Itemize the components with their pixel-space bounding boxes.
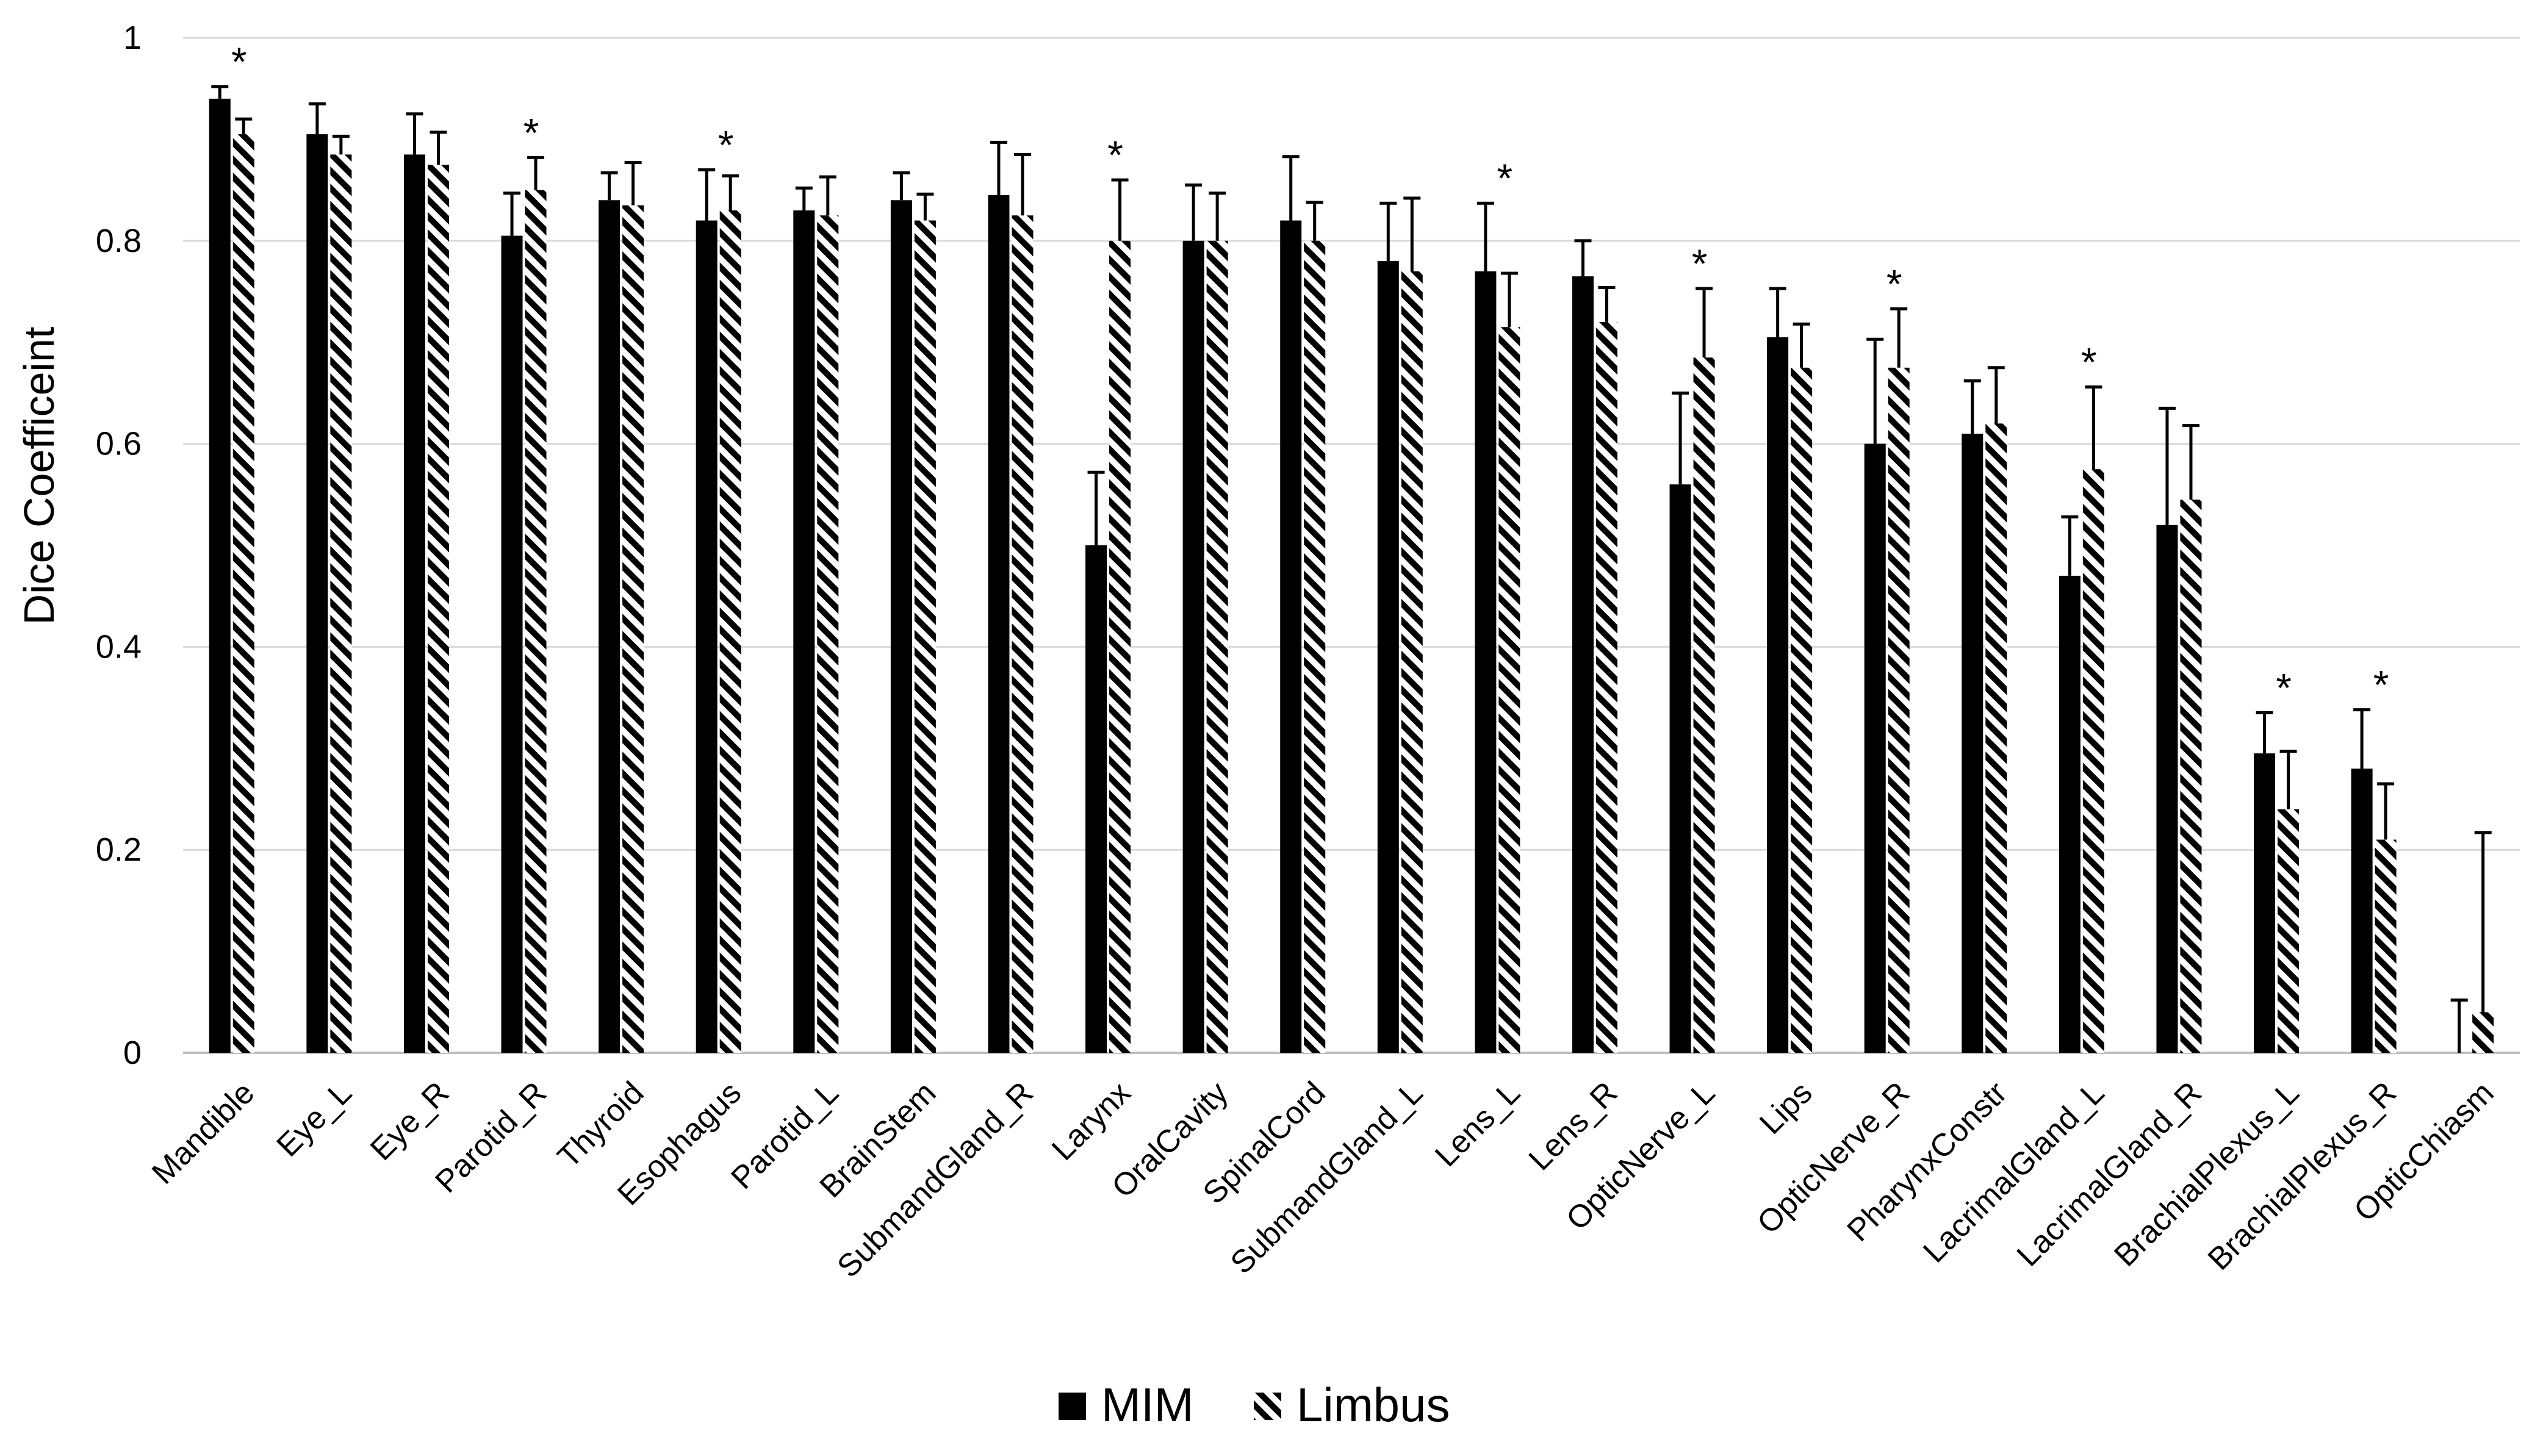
error-bars [211, 85, 2492, 1053]
bar-mim-Mandible [209, 98, 231, 1053]
x-axis-labels: Mandible Eye_L Eye_RParotid_RThyroidEsopha… [145, 1075, 2501, 1285]
bar-limbus-PharynxConstr [1985, 423, 2007, 1053]
y-axis-ticks: 0 0.2 0.4 0.6 0.8 1 [96, 20, 142, 1071]
significance-BrachialPlexus_L: * [2276, 665, 2292, 711]
bar-mim-Parotid_R [501, 235, 523, 1053]
x-tick-label-LacrimalGland_R: LacrimalGland_R [2010, 1075, 2209, 1273]
bar-limbus-Lens_L [1498, 327, 1520, 1053]
y-tick-label: 0.6 [96, 426, 142, 462]
significance-LacrimalGland_L: * [2081, 339, 2097, 384]
significance-Larynx: * [1107, 132, 1123, 178]
bar-limbus-LacrimalGland_L [2082, 469, 2104, 1053]
bar-limbus-BrainStem [914, 220, 936, 1053]
bar-limbus-OralCavity [1206, 240, 1228, 1053]
bar-limbus-OpticChiasm [2472, 1012, 2494, 1053]
bar-mim-LacrimalGland_R [2156, 525, 2178, 1053]
bar-mim-Thyroid [599, 200, 620, 1053]
bar-mim-OpticNerve_L [1669, 484, 1691, 1053]
legend-mim-swatch [1059, 1393, 1086, 1420]
bar-mim-Lens_R [1572, 276, 1594, 1053]
bar-mim-BrachialPlexus_R [2351, 769, 2373, 1053]
bar-limbus-BrachialPlexus_R [2375, 839, 2397, 1053]
bar-mim-Eye_L [306, 134, 328, 1053]
bar-limbus-Esophagus [719, 210, 741, 1053]
bar-limbus-OpticNerve_L [1693, 357, 1715, 1053]
bar-mim-Larynx [1085, 545, 1107, 1053]
bar-mim-LacrimalGland_L [2059, 575, 2081, 1053]
significance-BrachialPlexus_R: * [2373, 662, 2389, 708]
bar-limbus-Thyroid [622, 205, 644, 1053]
bar-limbus-Parotid_R [525, 190, 547, 1053]
x-tick-label-Mandible: Mandible [145, 1075, 261, 1191]
bar-mim-Lips [1767, 337, 1789, 1053]
bar-limbus-OpticNerve_R [1888, 367, 1910, 1053]
bar-limbus-Lens_R [1595, 321, 1617, 1053]
y-axis-label: Dice Coefficeint [15, 327, 63, 625]
significance-OpticNerve_R: * [1886, 261, 1902, 306]
x-tick-label-Larynx: Larynx [1045, 1075, 1137, 1167]
bar-mim-BrachialPlexus_L [2254, 753, 2276, 1053]
y-tick-label: 0.8 [96, 223, 142, 259]
bar-mim-OralCavity [1182, 240, 1204, 1053]
x-tick-label-LacrimalGland_L: LacrimalGland_L [1916, 1075, 2111, 1269]
x-tick-label-Thyroid: Thyroid [551, 1075, 651, 1175]
bar-limbus-Larynx [1109, 240, 1131, 1053]
bar-mim-Lens_L [1475, 271, 1497, 1053]
bar-limbus-Lips [1791, 367, 1813, 1053]
x-tick-label-Lens_L: Lens_L [1428, 1075, 1527, 1174]
x-tick-label-SubmandGland_L: SubmandGland_L [1224, 1075, 1430, 1280]
bar-limbus-SpinalCord [1304, 240, 1326, 1053]
y-tick-label: 0.4 [96, 628, 142, 665]
x-tick-label-BrachialPlexus_R: BrachialPlexus_R [2201, 1075, 2403, 1277]
bar-limbus-SubmandGland_L [1401, 271, 1423, 1053]
legend-limbus-swatch [1254, 1393, 1281, 1420]
bar-limbus-SubmandGland_R [1012, 215, 1034, 1053]
bar-limbus-Eye_L [330, 154, 352, 1053]
bar-mim-BrainStem [890, 200, 912, 1053]
x-tick-label-BrachialPlexus_L: BrachialPlexus_L [2107, 1075, 2306, 1273]
grid-lines [183, 37, 2520, 1054]
legend-limbus-label: Limbus [1297, 1378, 1450, 1432]
significance-Esophagus: * [718, 122, 734, 167]
bar-mim-SubmandGland_L [1377, 261, 1399, 1053]
x-tick-label-Eye_L: Eye_L [270, 1075, 359, 1163]
significance-OpticNerve_L: * [1692, 241, 1708, 286]
significance-Mandible: * [231, 39, 247, 84]
x-tick-label-Eye_R: Eye_R [364, 1075, 456, 1167]
x-tick-label-Lips: Lips [1753, 1075, 1819, 1141]
bar-mim-OpticNerve_R [1864, 443, 1886, 1053]
y-tick-label: 0 [123, 1035, 142, 1071]
significance-markers: * * * * * * * * * * [231, 39, 2389, 711]
y-tick-label: 1 [123, 20, 142, 56]
bar-mim-Esophagus [696, 220, 718, 1053]
significance-Parotid_R: * [523, 110, 539, 155]
y-tick-label: 0.2 [96, 831, 142, 868]
bars [209, 98, 2494, 1053]
bar-limbus-Mandible [232, 134, 254, 1053]
legend: MIM Limbus [1059, 1378, 1450, 1432]
bar-limbus-BrachialPlexus_L [2278, 809, 2300, 1053]
bar-mim-PharynxConstr [1962, 433, 1984, 1053]
bar-mim-Parotid_L [793, 210, 815, 1053]
bar-limbus-Eye_R [427, 165, 449, 1053]
legend-mim-label: MIM [1101, 1378, 1194, 1432]
bar-mim-SpinalCord [1280, 220, 1302, 1053]
significance-Lens_L: * [1497, 156, 1513, 201]
bar-limbus-LacrimalGland_R [2180, 500, 2202, 1053]
bar-limbus-Parotid_L [817, 215, 839, 1053]
bar-mim-SubmandGland_R [988, 195, 1010, 1053]
bar-mim-Eye_R [403, 154, 425, 1053]
